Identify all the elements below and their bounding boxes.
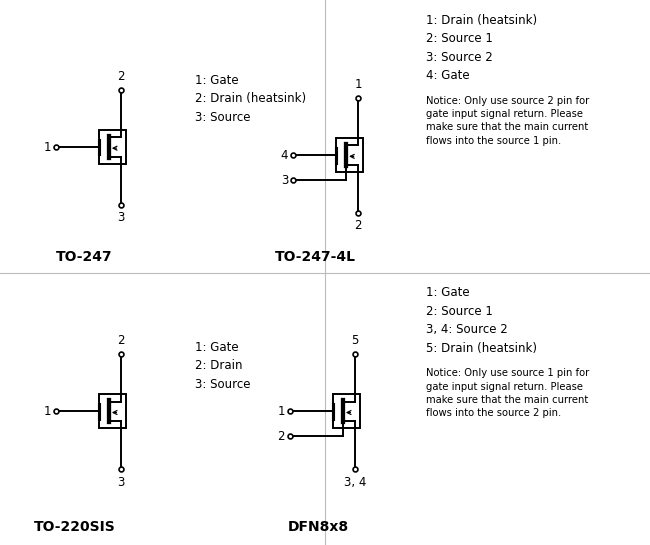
- Text: 2: Drain: 2: Drain: [195, 359, 242, 372]
- Text: 3: 3: [281, 174, 288, 187]
- Text: 3, 4: 3, 4: [344, 476, 366, 488]
- Text: 2: 2: [117, 335, 125, 347]
- Text: 2: 2: [278, 430, 285, 443]
- Text: 1: 1: [354, 78, 362, 91]
- Text: 1: Gate: 1: Gate: [195, 74, 239, 87]
- Text: TO-220SIS: TO-220SIS: [34, 520, 116, 534]
- Text: 3: Source: 3: Source: [195, 111, 250, 124]
- Text: 3: Source: 3: Source: [195, 378, 250, 391]
- Text: 3: 3: [117, 211, 125, 224]
- Text: 1: Gate: 1: Gate: [426, 286, 469, 299]
- Bar: [333, 395, 359, 428]
- Text: 3: 3: [117, 476, 125, 488]
- Bar: [337, 138, 363, 172]
- Text: TO-247: TO-247: [56, 250, 113, 264]
- Text: 1: 1: [278, 405, 285, 418]
- Text: 3: Source 2: 3: Source 2: [426, 51, 493, 64]
- Bar: [99, 130, 125, 164]
- Text: TO-247-4L: TO-247-4L: [275, 250, 356, 264]
- Text: 2: Source 1: 2: Source 1: [426, 305, 493, 318]
- Text: 4: 4: [281, 149, 288, 162]
- Text: 2: 2: [354, 220, 362, 232]
- Text: 1: Drain (heatsink): 1: Drain (heatsink): [426, 14, 537, 27]
- Text: 5: Drain (heatsink): 5: Drain (heatsink): [426, 342, 537, 355]
- Text: 2: Source 1: 2: Source 1: [426, 32, 493, 45]
- Bar: [99, 395, 125, 428]
- Text: 4: Gate: 4: Gate: [426, 69, 469, 82]
- Text: Notice: Only use source 1 pin for
gate input signal return. Please
make sure tha: Notice: Only use source 1 pin for gate i…: [426, 368, 589, 418]
- Text: 1: Gate: 1: Gate: [195, 341, 239, 354]
- Text: 5: 5: [351, 335, 359, 347]
- Text: Notice: Only use source 2 pin for
gate input signal return. Please
make sure tha: Notice: Only use source 2 pin for gate i…: [426, 96, 589, 146]
- Text: 1: 1: [44, 405, 51, 418]
- Text: 3, 4: Source 2: 3, 4: Source 2: [426, 323, 508, 336]
- Text: 1: 1: [44, 141, 51, 154]
- Text: 2: Drain (heatsink): 2: Drain (heatsink): [195, 92, 306, 105]
- Text: 2: 2: [117, 70, 125, 83]
- Text: DFN8x8: DFN8x8: [288, 520, 349, 534]
